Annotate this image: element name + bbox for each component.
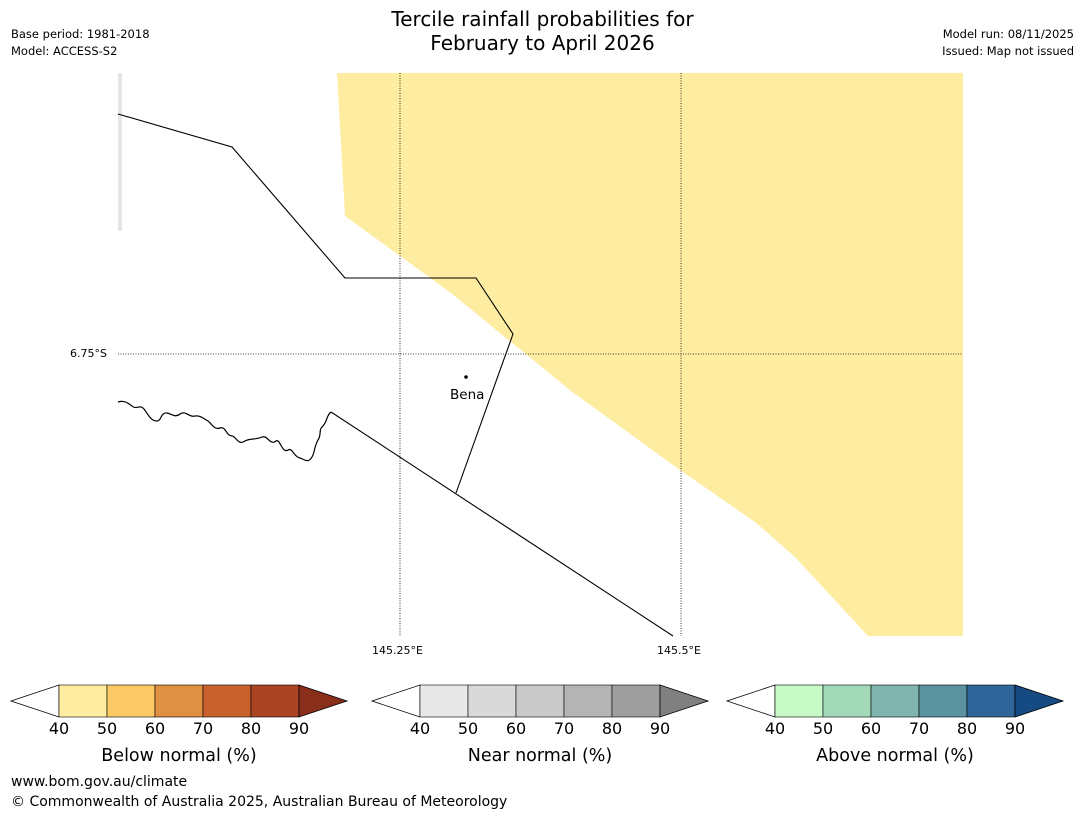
legend-under-triangle (9, 684, 60, 718)
legend-swatch (774, 684, 824, 718)
legend-swatch (250, 684, 300, 718)
legend-tick-label: 60 (145, 719, 165, 738)
legend-tick-label: 60 (506, 719, 526, 738)
legend-tick-label: 70 (193, 719, 213, 738)
legend-swatch (467, 684, 517, 718)
legend-swatch (515, 684, 565, 718)
legend-over-triangle (298, 684, 349, 718)
legend-tick-label: 70 (909, 719, 929, 738)
legend-2: 40 50 60 70 80 90 Above normal (%) (725, 684, 1065, 766)
legend-tick-label: 90 (650, 719, 670, 738)
legend-0: 40 50 60 70 80 90 Below normal (%) (9, 684, 349, 766)
legend-under-triangle (370, 684, 421, 718)
legend-tick-label: 90 (289, 719, 309, 738)
legend-tick-label: 50 (813, 719, 833, 738)
legend-tick-label: 40 (410, 719, 430, 738)
legend-tick-label: 80 (241, 719, 261, 738)
place-label-bena: Bena (450, 387, 485, 403)
legend-tick-label: 60 (861, 719, 881, 738)
legend-swatch (611, 684, 661, 718)
legend-tick-label: 40 (765, 719, 785, 738)
legend-tick-label: 40 (49, 719, 69, 738)
lon-label-1: 145.25°E (372, 644, 423, 657)
below-normal-shading (337, 73, 963, 636)
map-title: Tercile rainfall probabilities for Febru… (0, 7, 1085, 55)
legend-tick-label: 90 (1005, 719, 1025, 738)
legend-swatch (822, 684, 872, 718)
bena-marker (464, 375, 468, 379)
legend-tick-label: 70 (554, 719, 574, 738)
legend-swatch (154, 684, 204, 718)
river-line (117, 400, 332, 462)
legend-over-triangle (1014, 684, 1065, 718)
lat-label: 6.75°S (70, 347, 107, 360)
legends: 40 50 60 70 80 90 Below normal (%) 40 50 60 70 80 90… (9, 684, 1065, 766)
title-line-2: February to April 2026 (430, 31, 655, 55)
legend-swatch (918, 684, 968, 718)
legend-swatch (419, 684, 469, 718)
legend-tick-label: 80 (957, 719, 977, 738)
legend-swatch (58, 684, 108, 718)
model-run: Model run: 08/11/2025 (942, 27, 1074, 41)
legend-swatch (563, 684, 613, 718)
base-period: Base period: 1981-2018 (11, 27, 150, 41)
legend-tick-label: 80 (602, 719, 622, 738)
legend-tick-label: 50 (97, 719, 117, 738)
boundary-line-lower (330, 411, 674, 637)
legend-tick-label: 50 (458, 719, 478, 738)
model-name: Model: ACCESS-S2 (11, 44, 118, 58)
legend-swatch (966, 684, 1016, 718)
legend-swatch (106, 684, 156, 718)
legend-swatch (202, 684, 252, 718)
grey-edge-sliver (118, 73, 122, 231)
legend-1: 40 50 60 70 80 90 Near normal (%) (370, 684, 710, 766)
legend-title: Below normal (%) (101, 746, 256, 766)
legend-under-triangle (725, 684, 776, 718)
legend-title: Above normal (%) (816, 746, 974, 766)
meta-left: Base period: 1981-2018 Model: ACCESS-S2 (11, 26, 150, 60)
lon-label-2: 145.5°E (657, 644, 701, 657)
footer-url: www.bom.gov.au/climate (11, 774, 188, 790)
legend-swatch (870, 684, 920, 718)
boundary-line-upper (117, 113, 514, 494)
issued-status: Issued: Map not issued (942, 44, 1074, 58)
legend-over-triangle (659, 684, 710, 718)
meta-right: Model run: 08/11/2025 Issued: Map not is… (942, 26, 1074, 60)
legend-title: Near normal (%) (468, 746, 613, 766)
footer-copyright: © Commonwealth of Australia 2025, Austra… (11, 794, 508, 810)
title-line-1: Tercile rainfall probabilities for (391, 7, 694, 31)
